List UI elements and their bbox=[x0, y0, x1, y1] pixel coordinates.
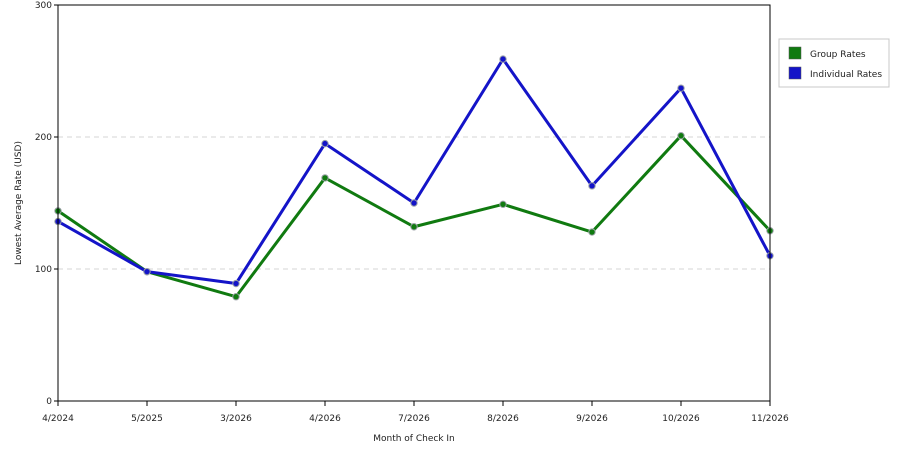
y-tick-label: 200 bbox=[35, 133, 52, 143]
y-tick-label: 100 bbox=[35, 265, 52, 275]
data-point-group-rates bbox=[321, 174, 329, 182]
data-point-group-rates bbox=[410, 223, 418, 231]
data-point-individual-rates bbox=[143, 267, 151, 276]
data-point-individual-rates bbox=[232, 279, 240, 288]
x-tick-label: 4/2024 bbox=[42, 414, 74, 424]
tick-layer: 0 100 200 300 4/2024 5/2025 3/2026 4/2026 7/2026… bbox=[35, 1, 789, 424]
grid-layer bbox=[58, 136, 770, 270]
x-tick-label: 5/2025 bbox=[131, 414, 163, 424]
y-tick-label: 300 bbox=[35, 1, 52, 11]
x-tick-label: 8/2026 bbox=[487, 414, 519, 424]
legend: Group Rates Individual Rates bbox=[778, 38, 890, 88]
data-point-group-rates bbox=[677, 131, 685, 140]
data-point-group-rates bbox=[232, 293, 240, 301]
data-point-individual-rates bbox=[499, 55, 507, 63]
x-tick-label: 9/2026 bbox=[576, 414, 608, 424]
legend-swatch-individual-rates bbox=[788, 66, 802, 80]
data-point-group-rates bbox=[499, 200, 507, 209]
x-tick-label: 10/2026 bbox=[662, 414, 700, 424]
y-tick-label: 0 bbox=[46, 397, 52, 407]
data-point-individual-rates bbox=[321, 139, 329, 148]
x-tick-label: 7/2026 bbox=[398, 414, 430, 424]
legend-label-group-rates: Group Rates bbox=[810, 50, 866, 60]
data-point-individual-rates bbox=[410, 199, 418, 207]
series-line-individual-rates bbox=[56, 57, 772, 286]
data-point-group-rates bbox=[588, 228, 596, 236]
legend-swatch-group-rates bbox=[788, 46, 802, 60]
x-tick-label: 11/2026 bbox=[751, 414, 789, 424]
data-point-individual-rates bbox=[677, 84, 685, 92]
data-point-individual-rates bbox=[588, 182, 596, 190]
series-layer bbox=[54, 55, 774, 301]
legend-label-individual-rates: Individual Rates bbox=[810, 70, 882, 80]
x-tick-label: 4/2026 bbox=[309, 414, 341, 424]
y-axis-title: Lowest Average Rate (USD) bbox=[14, 141, 24, 265]
x-tick-label: 3/2026 bbox=[220, 414, 252, 424]
x-axis-title: Month of Check In bbox=[373, 434, 455, 444]
